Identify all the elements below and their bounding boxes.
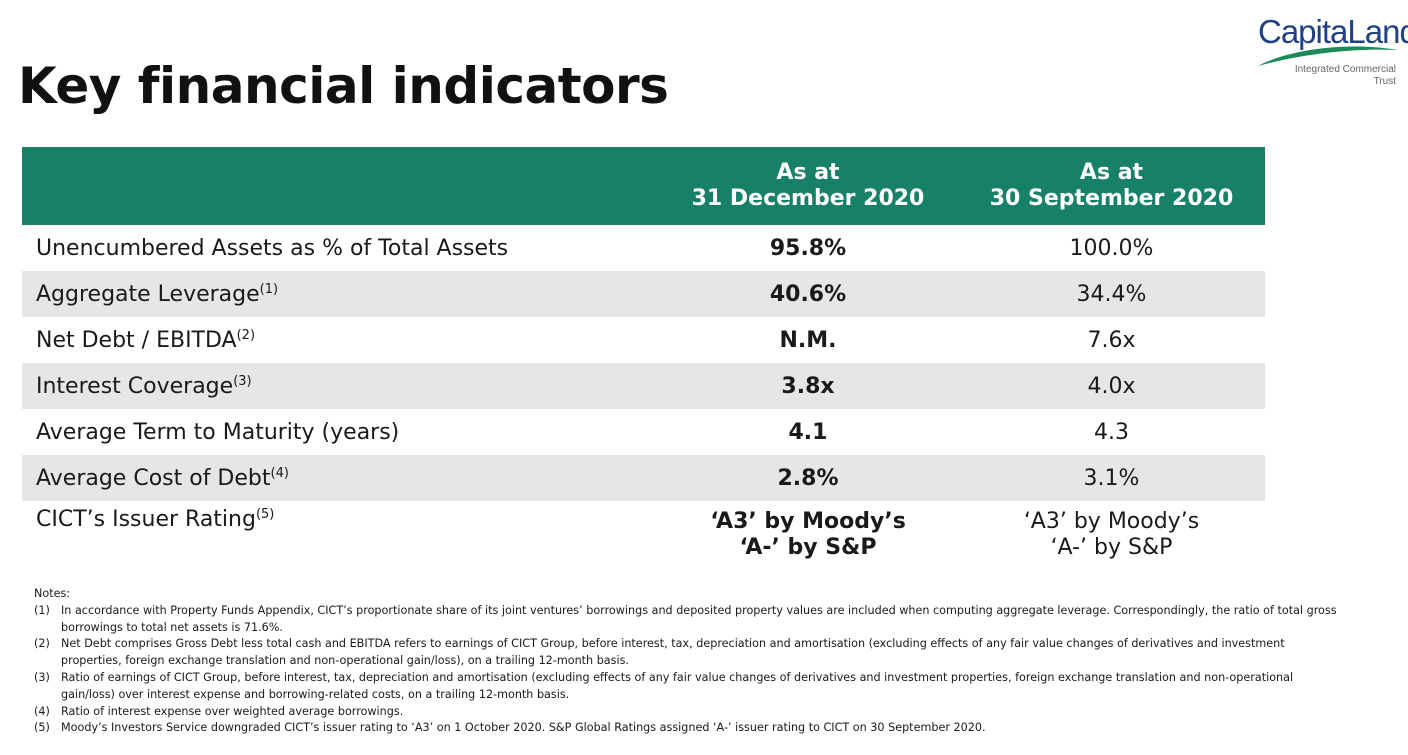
note-item: (5) Moody’s Investors Service downgraded… xyxy=(34,720,1344,737)
note-item: (4) Ratio of interest expense over weigh… xyxy=(34,704,1344,721)
note-item: (1) In accordance with Property Funds Ap… xyxy=(34,603,1344,637)
row-label-text: Average Cost of Debt xyxy=(36,465,271,491)
row-label-text: Average Term to Maturity (years) xyxy=(36,419,400,445)
table-row: Unencumbered Assets as % of Total Assets… xyxy=(22,225,1265,271)
financial-indicators-table: As at 31 December 2020 As at 30 Septembe… xyxy=(22,147,1265,569)
header-blank xyxy=(22,147,658,225)
table-row: Average Cost of Debt(4) 2.8% 3.1% xyxy=(22,455,1265,501)
row-label: CICT’s Issuer Rating(5) xyxy=(22,501,658,569)
rating-dec-line1: ‘A3’ by Moody’s xyxy=(710,509,906,534)
row-label-text: Interest Coverage xyxy=(36,373,234,399)
footnote-ref: (4) xyxy=(270,465,289,481)
table-row: Average Term to Maturity (years) 4.1 4.3 xyxy=(22,409,1265,455)
value-sep: 100.0% xyxy=(1069,235,1154,261)
footnote-ref: (3) xyxy=(233,373,252,389)
header-sep-2020: As at 30 September 2020 xyxy=(958,147,1265,225)
page-title: Key financial indicators xyxy=(18,57,669,115)
value-dec: 95.8% xyxy=(769,235,847,261)
header-dec-line1: As at xyxy=(776,160,840,185)
note-text: In accordance with Property Funds Append… xyxy=(61,603,1337,634)
row-label-text: Net Debt / EBITDA xyxy=(36,327,237,353)
header-dec-2020: As at 31 December 2020 xyxy=(658,147,958,225)
note-item: (2) Net Debt comprises Gross Debt less t… xyxy=(34,636,1344,670)
header-dec-line2: 31 December 2020 xyxy=(691,186,925,211)
rating-sep-line2: ‘A-’ by S&P xyxy=(1050,535,1173,560)
value-dec: 40.6% xyxy=(658,271,958,317)
note-number: (1) xyxy=(34,603,50,617)
table-row: Aggregate Leverage(1) 40.6% 34.4% xyxy=(22,271,1265,317)
table-header-row: As at 31 December 2020 As at 30 Septembe… xyxy=(22,147,1265,225)
header-sep-line2: 30 September 2020 xyxy=(989,186,1234,211)
footnote-ref: (2) xyxy=(236,327,256,343)
logo-wordmark: CapitaLand xyxy=(1258,13,1408,50)
value-dec: 3.8x xyxy=(658,363,958,409)
note-number: (3) xyxy=(34,670,50,684)
notes-section: Notes: (1) In accordance with Property F… xyxy=(34,586,1344,737)
logo-subtitle-line2: Trust xyxy=(1373,76,1396,87)
note-text: Moody’s Investors Service downgraded CIC… xyxy=(61,721,986,735)
value-dec: ‘A3’ by Moody’s ‘A-’ by S&P xyxy=(658,501,958,569)
table-row: Net Debt / EBITDA(2) N.M. 7.6x xyxy=(22,317,1265,363)
value-sep: 34.4% xyxy=(958,271,1265,317)
value-dec: 4.1 xyxy=(788,419,828,445)
row-label: Unencumbered Assets as % of Total Assets xyxy=(22,225,658,271)
note-text: Net Debt comprises Gross Debt less total… xyxy=(61,637,1285,668)
note-text: Ratio of earnings of CICT Group, before … xyxy=(61,670,1294,701)
capitaland-logo: CapitaLand Integrated Commercial Trust xyxy=(1252,13,1408,94)
value-dec: N.M. xyxy=(779,327,837,353)
footnote-ref: (1) xyxy=(259,281,279,297)
note-number: (5) xyxy=(34,721,50,735)
header-sep-line1: As at xyxy=(1079,160,1144,185)
row-label: Average Term to Maturity (years) xyxy=(22,409,658,455)
value-sep: ‘A3’ by Moody’s ‘A-’ by S&P xyxy=(958,501,1265,569)
row-label: Average Cost of Debt(4) xyxy=(22,455,658,501)
value-sep: 7.6x xyxy=(1087,327,1136,353)
rating-dec-line2: ‘A-’ by S&P xyxy=(739,535,877,560)
notes-heading: Notes: xyxy=(34,587,71,600)
row-label: Aggregate Leverage(1) xyxy=(22,271,658,317)
table-row: Interest Coverage(3) 3.8x 4.0x xyxy=(22,363,1265,409)
row-label: Net Debt / EBITDA(2) xyxy=(22,317,658,363)
note-text: Ratio of interest expense over weighted … xyxy=(61,704,404,718)
row-label-text: CICT’s Issuer Rating xyxy=(36,507,256,532)
value-sep: 4.0x xyxy=(958,363,1265,409)
logo-subtitle: Integrated Commercial Trust xyxy=(1295,64,1396,88)
value-dec: 2.8% xyxy=(658,455,958,501)
value-sep: 4.3 xyxy=(1094,419,1129,445)
note-item: (3) Ratio of earnings of CICT Group, bef… xyxy=(34,670,1344,704)
row-label-text: Unencumbered Assets as % of Total Assets xyxy=(36,235,509,261)
table-row-rating: CICT’s Issuer Rating(5) ‘A3’ by Moody’s … xyxy=(22,501,1265,569)
row-label-text: Aggregate Leverage xyxy=(36,281,260,307)
note-number: (4) xyxy=(34,704,50,718)
value-sep: 3.1% xyxy=(958,455,1265,501)
logo-subtitle-line1: Integrated Commercial xyxy=(1294,64,1396,75)
rating-sep-line1: ‘A3’ by Moody’s xyxy=(1023,509,1200,534)
note-number: (2) xyxy=(34,637,50,651)
footnote-ref: (5) xyxy=(255,507,275,522)
row-label: Interest Coverage(3) xyxy=(22,363,658,409)
logo-swoosh-icon xyxy=(1258,46,1398,66)
